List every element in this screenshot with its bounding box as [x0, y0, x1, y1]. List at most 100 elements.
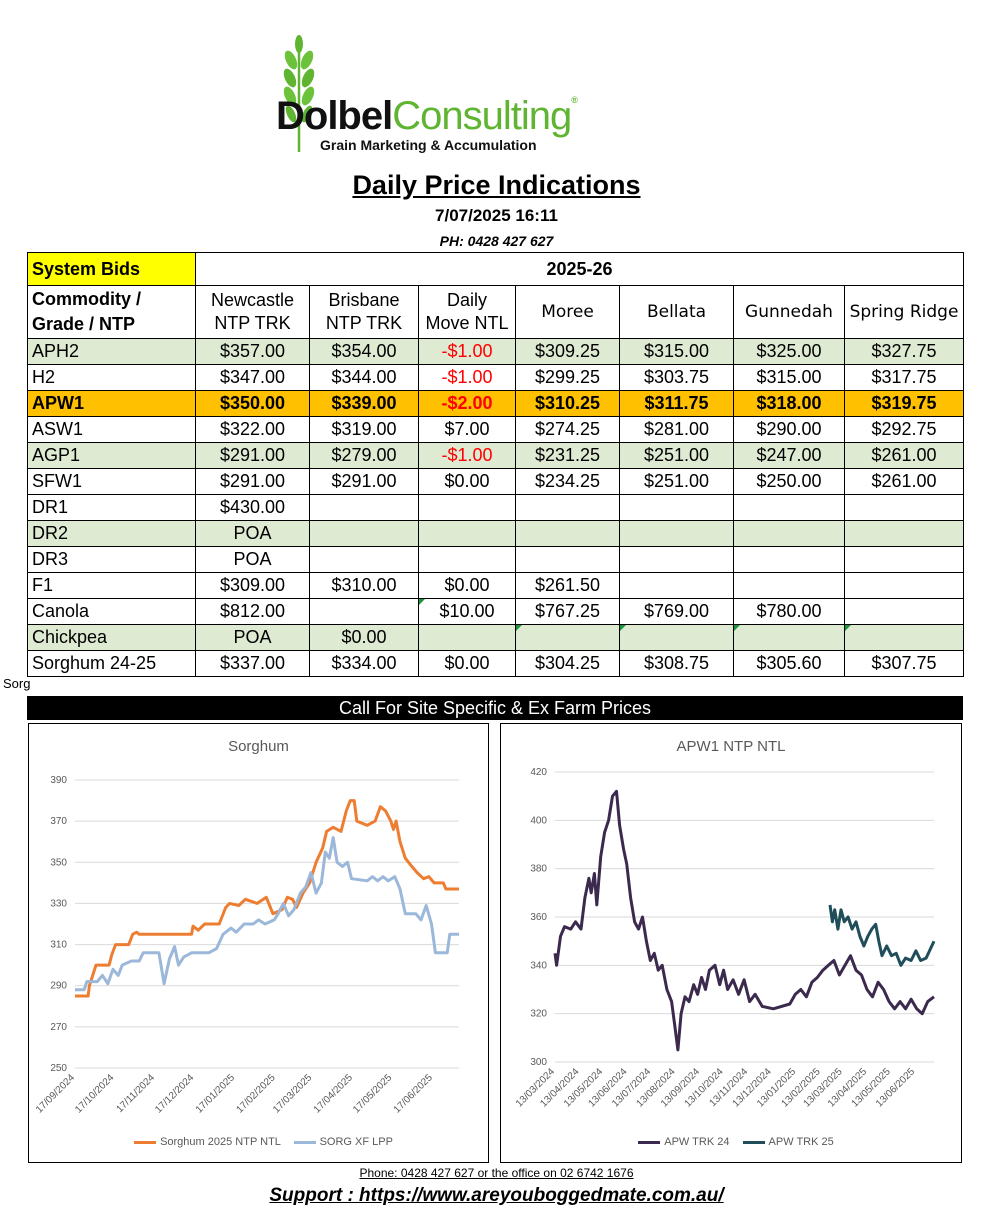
x-tick-label: 17/11/2024	[114, 1072, 157, 1115]
col-header-moree: Moree	[515, 285, 620, 339]
x-tick-label: 17/10/2024	[73, 1072, 116, 1115]
cell-newcastle: POA	[195, 546, 310, 573]
cell-gunnedah	[733, 520, 845, 547]
cell-gunnedah	[733, 624, 845, 651]
x-tick-label: 17/03/2025	[271, 1072, 314, 1115]
cell-move: -$1.00	[418, 364, 516, 391]
y-tick-label: 420	[530, 767, 547, 778]
cell-move: -$1.00	[418, 338, 516, 365]
logo-tagline: Grain Marketing & Accumulation	[320, 137, 537, 153]
cell-brisbane: $319.00	[309, 416, 419, 443]
cell-newcastle: $309.00	[195, 572, 310, 599]
cell-spring-ridge	[843, 572, 965, 599]
col-header-daily-move: Daily Move NTL	[418, 285, 516, 339]
series-line-1	[75, 799, 459, 998]
cell-move: $0.00	[418, 650, 516, 677]
logo-brand: DolbelConsulting®	[276, 94, 578, 138]
cell-moree: $234.25	[515, 468, 620, 495]
cell-brisbane	[309, 494, 419, 521]
cell-moree: $304.25	[515, 650, 620, 677]
cell-bellata: $315.00	[619, 338, 734, 365]
cell-gunnedah: $318.00	[733, 390, 845, 417]
y-tick-label: 250	[50, 1063, 67, 1074]
y-tick-label: 350	[50, 857, 67, 868]
legend-swatch	[742, 1140, 765, 1144]
cell-bellata	[619, 624, 734, 651]
cell-spring-ridge: $319.75	[843, 390, 965, 417]
cell-move: -$1.00	[418, 442, 516, 469]
y-tick-label: 340	[530, 960, 547, 971]
cell-gunnedah	[733, 546, 845, 573]
table-row: Canola $812.00 $10.00 $767.25 $769.00 $780.00	[27, 598, 965, 625]
cell-grade: DR2	[27, 520, 196, 547]
cell-grade: SFW1	[27, 468, 196, 495]
cell-move	[418, 520, 516, 547]
wheat-icon	[283, 35, 315, 152]
table-row: DR3 POA	[27, 546, 965, 573]
cell-spring-ridge	[843, 494, 965, 521]
footer-phone: Phone: 0428 427 627 or the office on 02 …	[359, 1166, 634, 1180]
cell-newcastle: $291.00	[195, 468, 310, 495]
cell-moree: $299.25	[515, 364, 620, 391]
chart-legend: APW TRK 24 APW TRK 25	[501, 1136, 961, 1148]
cell-moree	[515, 494, 620, 521]
cell-spring-ridge: $261.00	[843, 468, 965, 495]
cell-gunnedah: $247.00	[733, 442, 845, 469]
table-row: AGP1 $291.00 $279.00 -$1.00 $231.25 $251.00 $2…	[27, 442, 965, 469]
cell-newcastle: POA	[195, 624, 310, 651]
cell-newcastle: $812.00	[195, 598, 310, 625]
cell-spring-ridge	[843, 598, 965, 625]
cell-move	[418, 494, 516, 521]
cell-spring-ridge	[843, 520, 965, 547]
cell-grade: DR3	[27, 546, 196, 573]
y-tick-label: 290	[50, 981, 67, 992]
cell-grade: F1	[27, 572, 196, 599]
cell-grade: AGP1	[27, 442, 196, 469]
cell-gunnedah: $315.00	[733, 364, 845, 391]
cell-brisbane	[309, 598, 419, 625]
table-row: Chickpea POA $0.00	[27, 624, 965, 651]
cell-gunnedah: $780.00	[733, 598, 845, 625]
cell-newcastle: $430.00	[195, 494, 310, 521]
cell-spring-ridge: $327.75	[843, 338, 965, 365]
cell-spring-ridge	[843, 624, 965, 651]
col-header-spring-ridge: Spring Ridge	[843, 285, 965, 339]
cell-moree: $231.25	[515, 442, 620, 469]
legend-swatch	[638, 1140, 661, 1144]
table-row: APW1 $350.00 $339.00 -$2.00 $310.25 $311.75 $3…	[27, 390, 965, 417]
cell-grade: APH2	[27, 338, 196, 365]
apw1-chart: APW1 NTP NTL 300 320 340 360 380 400 420 13/03/…	[500, 723, 962, 1163]
x-tick-label: 17/09/2024	[34, 1072, 77, 1115]
x-tick-label: 17/12/2024	[153, 1072, 196, 1115]
cell-bellata: $303.75	[619, 364, 734, 391]
col-header-gunnedah: Gunnedah	[733, 285, 845, 339]
cell-bellata: $311.75	[619, 390, 734, 417]
support-link[interactable]: Support : https://www.areyouboggedmate.c…	[269, 1185, 724, 1206]
cell-brisbane: $279.00	[309, 442, 419, 469]
company-logo: DolbelConsulting® Grain Marketing & Accu…	[270, 34, 630, 159]
series-line-2	[828, 904, 936, 967]
chart-title: APW1 NTP NTL	[676, 738, 786, 755]
cell-moree: $767.25	[515, 598, 620, 625]
x-tick-label: 17/04/2025	[312, 1072, 355, 1115]
chart-title: Sorghum	[228, 738, 289, 755]
cell-move	[418, 624, 516, 651]
cell-moree	[515, 624, 620, 651]
y-tick-label: 330	[50, 898, 67, 909]
cell-gunnedah: $250.00	[733, 468, 845, 495]
system-bids-label: System Bids	[27, 252, 196, 286]
y-tick-label: 370	[50, 816, 67, 827]
table-row: SFW1 $291.00 $291.00 $0.00 $234.25 $251.00 $25…	[27, 468, 965, 495]
cell-bellata: $769.00	[619, 598, 734, 625]
report-datetime: 7/07/2025 16:11	[435, 206, 558, 225]
cell-gunnedah: $325.00	[733, 338, 845, 365]
cell-brisbane: $334.00	[309, 650, 419, 677]
series-line-1	[553, 789, 935, 1052]
sorghum-chart-plot: 250 270 290 310 330 350 370 390 17/09/202417/10/…	[34, 775, 459, 1116]
cell-brisbane: $310.00	[309, 572, 419, 599]
col-header-bellata: Bellata	[619, 285, 734, 339]
cell-grade: H2	[27, 364, 196, 391]
header-phone: PH: 0428 427 627	[439, 233, 554, 249]
cell-brisbane: $339.00	[309, 390, 419, 417]
cell-grade: Sorghum 24-25	[27, 650, 196, 677]
